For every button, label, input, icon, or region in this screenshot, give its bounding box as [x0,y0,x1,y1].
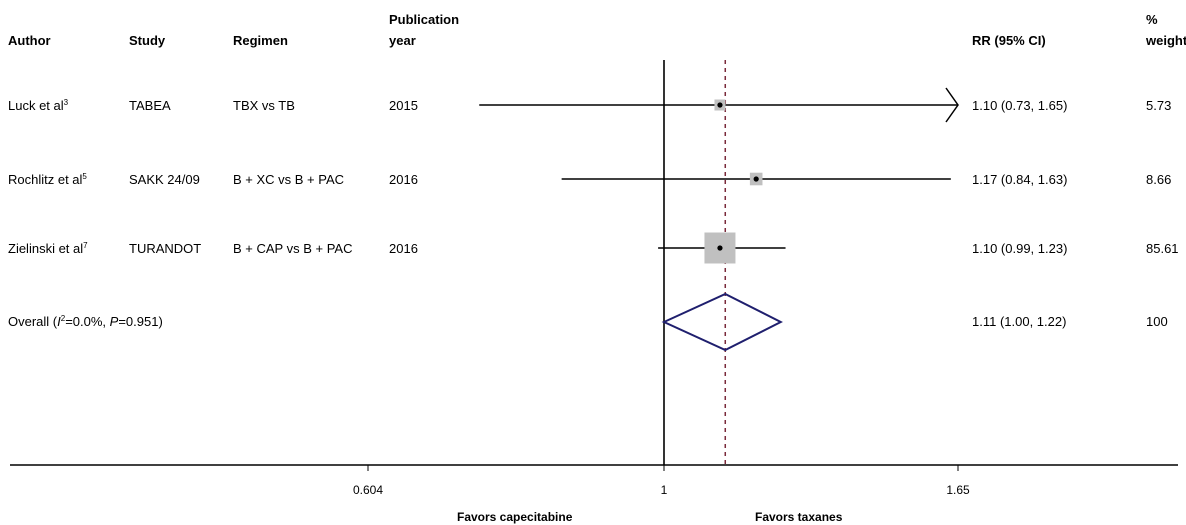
row-2-rr: 1.17 (0.84, 1.63) [972,172,1067,187]
overall-diamond [661,292,783,352]
overall-rr: 1.11 (1.00, 1.22) [972,314,1066,329]
study-1-point-estimate [717,102,723,108]
row-2-year: 2016 [389,172,418,187]
header-weight-line2: weight [1145,33,1186,48]
row-3-year: 2016 [389,241,418,256]
x-tick-label-2: 1 [661,483,668,497]
study-3-point-estimate [717,245,723,251]
row-3-weight: 85.61 [1146,241,1179,256]
row-2-weight: 8.66 [1146,172,1171,187]
row-1-author: Luck et al3 [8,98,69,113]
row-3-author: Zielinski et al7 [8,241,88,256]
header-study: Study [129,33,166,48]
header-regimen: Regimen [233,33,288,48]
row-2-regimen: B + XC vs B + PAC [233,172,344,187]
row-3-rr: 1.10 (0.99, 1.23) [972,241,1067,256]
row-1-year: 2015 [389,98,418,113]
header-rr: RR (95% CI) [972,33,1046,48]
row-1-study: TABEA [129,98,171,113]
row-2-study: SAKK 24/09 [129,172,200,187]
row-3-regimen: B + CAP vs B + PAC [233,241,352,256]
overall-weight: 100 [1146,314,1168,329]
header-weight-line1: % [1146,12,1158,27]
study-2-point-estimate [753,176,759,182]
study-1-ci-arrow [945,87,959,123]
x-tick-label-1: 0.604 [353,483,383,497]
favors-capecitabine-label: Favors capecitabine [457,510,573,524]
row-3-study: TURANDOT [129,241,201,256]
header-author: Author [8,33,51,48]
row-1-weight: 5.73 [1146,98,1171,113]
favors-taxanes-label: Favors taxanes [755,510,843,524]
x-tick-label-3: 1.65 [946,483,970,497]
row-1-regimen: TBX vs TB [233,98,295,113]
header-publication-year-line2: year [389,33,416,48]
plot-area: 0.604 1 1.65 [10,60,1178,497]
row-1-rr: 1.10 (0.73, 1.65) [972,98,1067,113]
overall-label: Overall (I2=0.0%, P=0.951) [8,314,163,329]
row-2-author: Rochlitz et al5 [8,172,87,187]
header-publication-year-line1: Publication [389,12,459,27]
